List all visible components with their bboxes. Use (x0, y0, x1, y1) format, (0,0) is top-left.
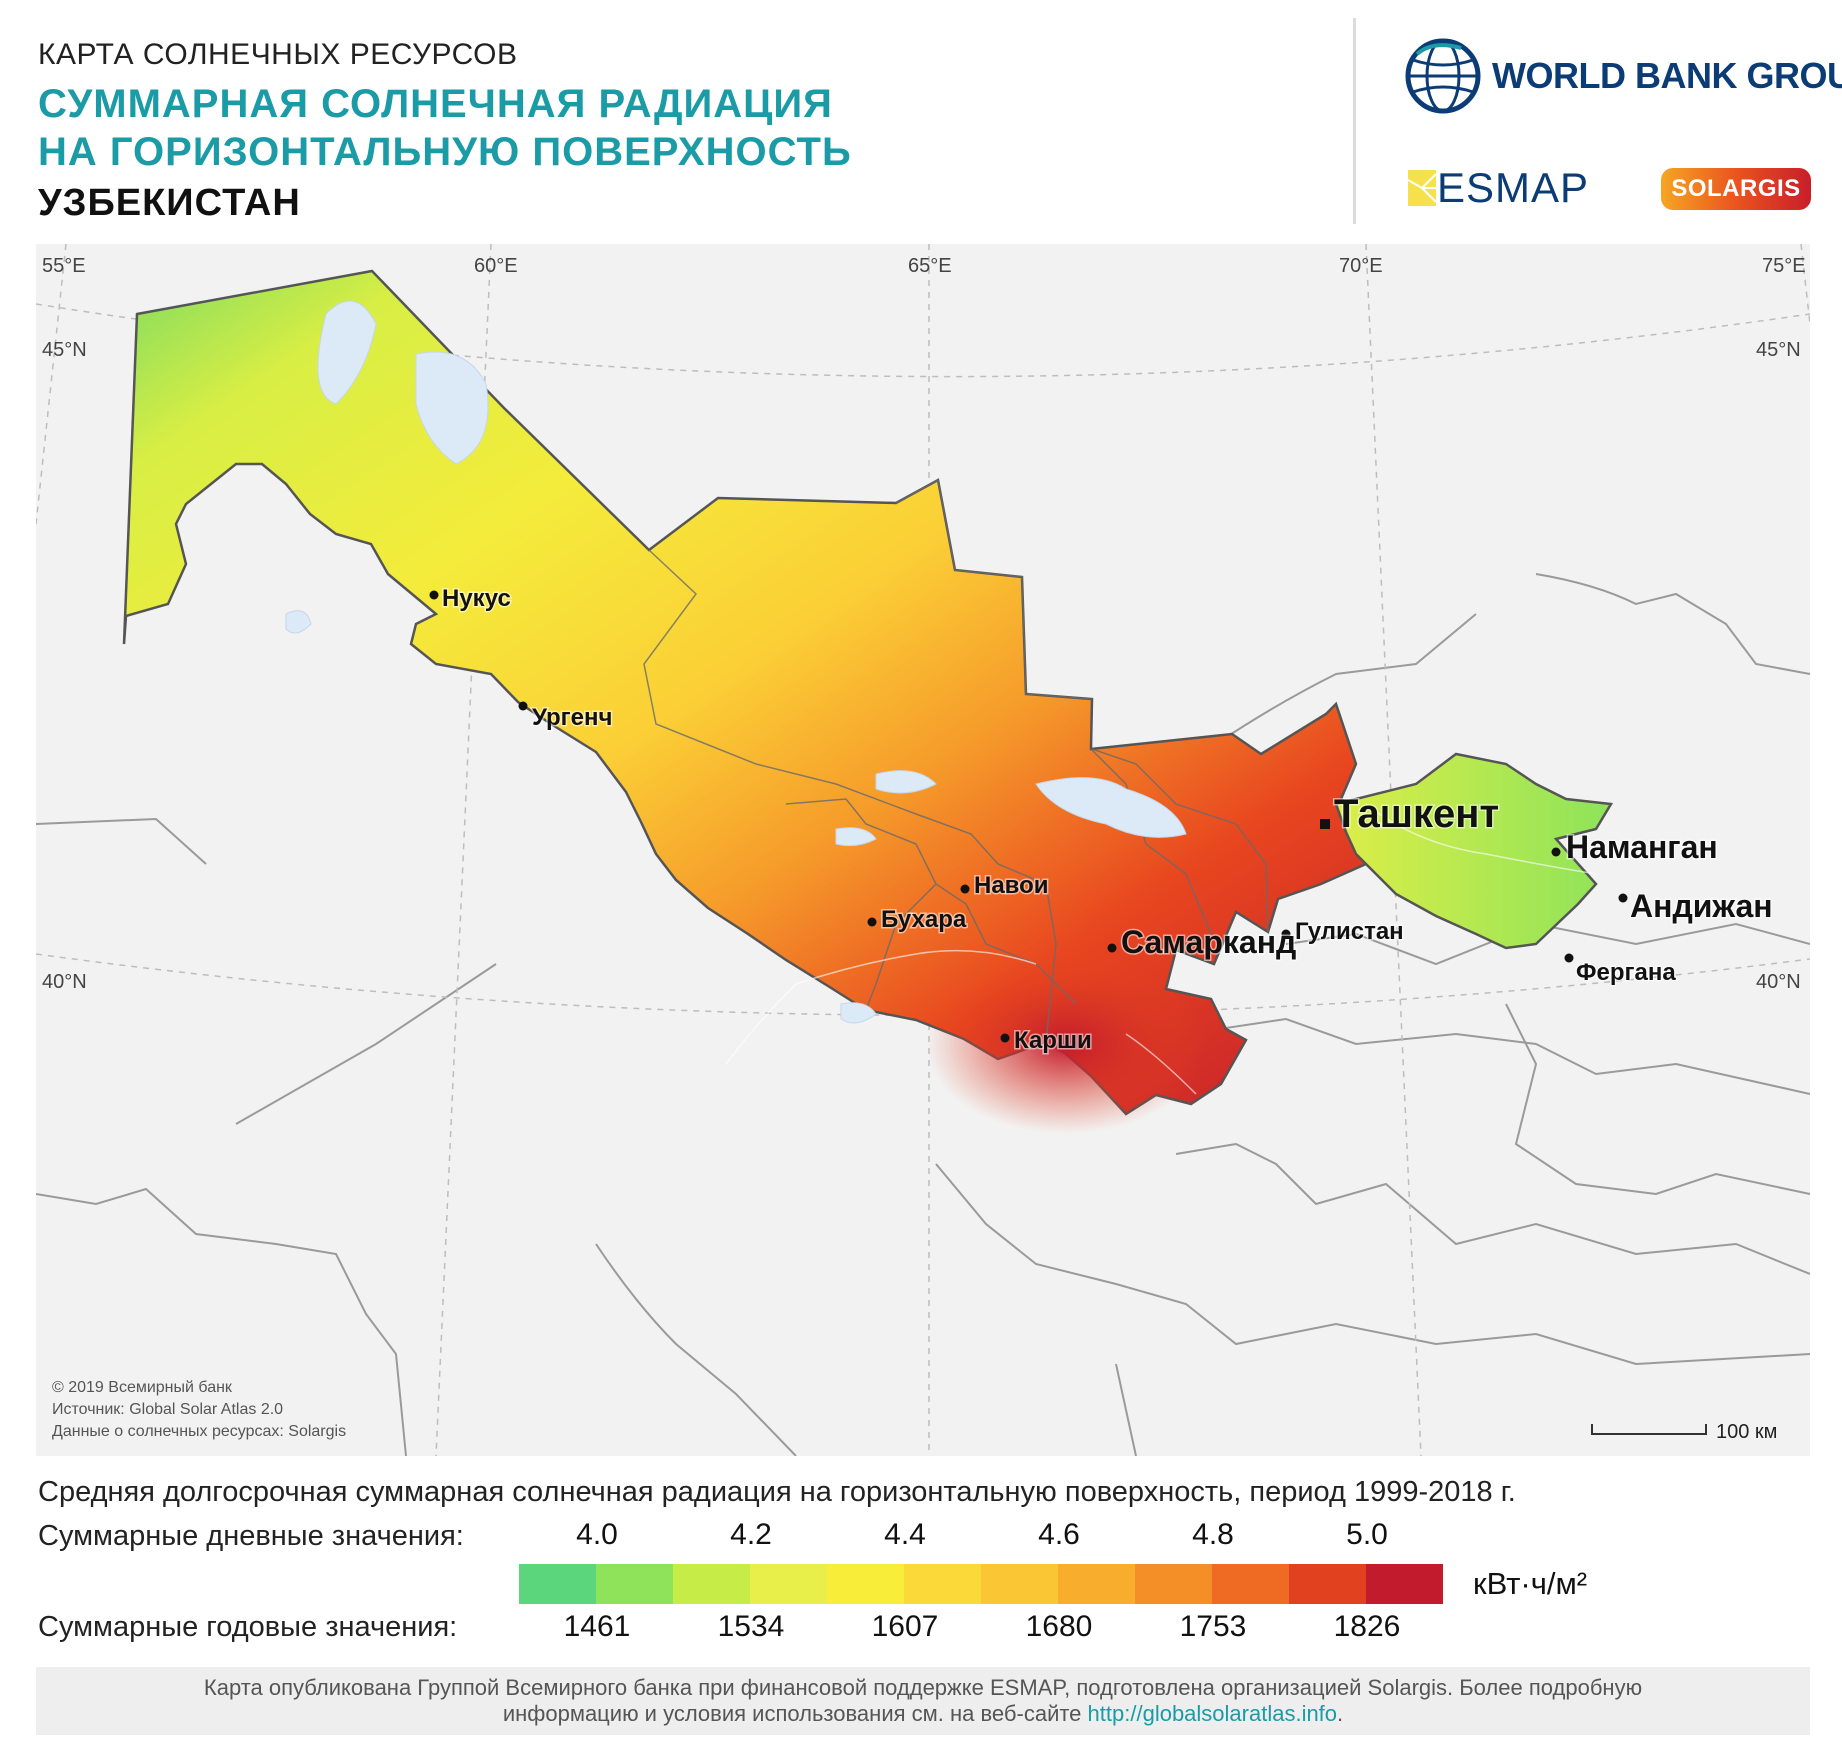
annual-tick: 1753 (1179, 1610, 1247, 1643)
color-swatch (1212, 1564, 1289, 1604)
city-label-samarkand: Самарканд (1121, 924, 1296, 960)
map-kicker: КАРТА СОЛНЕЧНЫХ РЕСУРСОВ (38, 38, 518, 71)
color-swatch (904, 1564, 981, 1604)
lat-label-40n-right: 40°N (1756, 971, 1801, 993)
world-bank-globe-icon (1405, 38, 1481, 114)
map-title-line1: СУММАРНАЯ СОЛНЕЧНАЯ РАДИАЦИЯ (38, 82, 833, 126)
high-radiation-zone (926, 954, 1206, 1134)
daily-tick: 5.0 (1346, 1518, 1388, 1551)
city-markers (429, 590, 1628, 1043)
map-source: Источник: Global Solar Atlas 2.0 (52, 1401, 283, 1418)
footer-note: Карта опубликована Группой Всемирного ба… (36, 1667, 1810, 1735)
city-label-andijan: Андижан (1630, 888, 1773, 924)
color-scale-bar (519, 1564, 1443, 1604)
daily-tick: 4.8 (1192, 1518, 1234, 1551)
city-label-navoi: Навои (974, 872, 1049, 899)
color-swatch (673, 1564, 750, 1604)
color-swatch (1289, 1564, 1366, 1604)
map-data-credit: Данные о солнечных ресурсах: Solargis (52, 1423, 346, 1440)
world-bank-logo-text: WORLD BANK GROUP (1492, 55, 1842, 96)
esmap-sun-icon (1408, 170, 1437, 206)
footer-line2-text: информацию и условия использования см. н… (502, 1701, 1082, 1726)
footer-period: . (1337, 1701, 1344, 1726)
color-swatch (827, 1564, 904, 1604)
lat-label-45n-right: 45°N (1756, 339, 1801, 361)
daily-values-label: Суммарные дневные значения: (38, 1520, 464, 1552)
city-label-urgench: Ургенч (532, 704, 612, 731)
footer-line2: информацию и условия использования см. н… (36, 1701, 1810, 1727)
city-label-nukus: Нукус (442, 585, 511, 612)
city-label-karshi: Карши (1014, 1027, 1092, 1054)
annual-values-label: Суммарные годовые значения: (38, 1611, 458, 1643)
daily-tick: 4.0 (576, 1518, 618, 1551)
lon-label-65e: 65°E (908, 255, 952, 277)
city-label-tashkent: Ташкент (1334, 792, 1499, 836)
color-swatch (1366, 1564, 1443, 1604)
header-divider (1353, 18, 1356, 224)
color-swatch (981, 1564, 1058, 1604)
map-title-line2: НА ГОРИЗОНТАЛЬНУЮ ПОВЕРХНОСТЬ (38, 130, 852, 174)
lat-label-40n-left: 40°N (42, 971, 87, 993)
esmap-logo-text: ESMAP (1437, 164, 1590, 211)
color-swatch (1058, 1564, 1135, 1604)
annual-tick: 1826 (1333, 1610, 1401, 1643)
city-label-bukhara: Бухара (881, 906, 967, 933)
color-swatch (1135, 1564, 1212, 1604)
region-borders (643, 478, 1269, 1043)
solargis-logo-text: SOLARGIS (1671, 175, 1801, 202)
lakes (285, 300, 1187, 1024)
lon-label-75e: 75°E (1762, 255, 1806, 277)
city-label-gulistan: Гулистан (1295, 918, 1404, 945)
lon-label-70e: 70°E (1339, 255, 1383, 277)
scale-bar-label: 100 км (1716, 1421, 1777, 1443)
legend-caption: Средняя долгосрочная суммарная солнечная… (38, 1476, 1516, 1508)
map-copyright: © 2019 Всемирный банк (52, 1379, 233, 1396)
lon-label-55e: 55°E (42, 255, 86, 277)
lon-label-60e: 60°E (474, 255, 518, 277)
solargis-logo (1661, 168, 1811, 210)
legend-unit: кВт·ч/м² (1473, 1566, 1588, 1601)
city-label-namangan: Наманган (1566, 829, 1718, 865)
lat-label-45n-left: 45°N (42, 339, 87, 361)
annual-tick: 1680 (1025, 1610, 1093, 1643)
footer-link[interactable]: http://globalsolaratlas.info (1087, 1701, 1338, 1726)
solar-map: 55°E 60°E 65°E 70°E 75°E 45°N 45°N 40°N … (36, 244, 1810, 1456)
scale-bar: 100 км (1591, 1421, 1777, 1443)
daily-tick: 4.4 (884, 1518, 926, 1551)
rivers (725, 803, 1597, 1095)
annual-tick: 1461 (563, 1610, 631, 1643)
color-swatch (519, 1564, 596, 1604)
annual-tick: 1534 (717, 1610, 785, 1643)
color-swatch (750, 1564, 827, 1604)
country-title: УЗБЕКИСТАН (38, 182, 301, 224)
color-swatch (596, 1564, 673, 1604)
fergana-valley-territory (1334, 752, 1614, 950)
footer-line1: Карта опубликована Группой Всемирного ба… (203, 1675, 1643, 1700)
city-label-fergana: Фергана (1576, 959, 1676, 986)
daily-tick: 4.6 (1038, 1518, 1080, 1551)
annual-tick: 1607 (871, 1610, 939, 1643)
daily-tick: 4.2 (730, 1518, 772, 1551)
